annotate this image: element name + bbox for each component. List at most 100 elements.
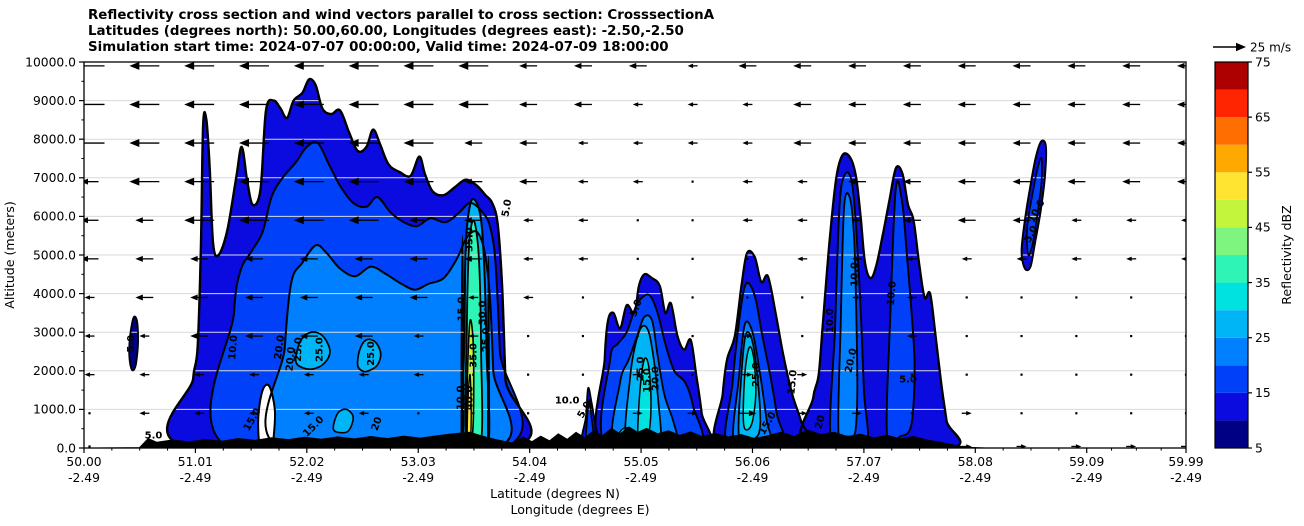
wind-vector	[742, 372, 753, 377]
wind-vector-head	[299, 333, 308, 340]
y-tick-label: 5000.0	[33, 248, 76, 262]
colorbar-tick-label: 5	[1255, 441, 1263, 455]
wind-vector	[902, 101, 921, 108]
wind-vector	[573, 101, 592, 108]
wind-vector-head	[628, 62, 637, 69]
wind-vector	[519, 140, 538, 147]
wind-vector-head	[293, 100, 304, 109]
plot-generated-layers: 5.05.010.015.020.020.025.0 25.015.025.020…	[25, 55, 1271, 485]
wind-vector-head	[84, 139, 85, 148]
wind-vector	[248, 444, 259, 448]
wind-vector-calm	[855, 373, 859, 376]
wind-vector	[902, 140, 921, 147]
wind-vector	[293, 100, 324, 109]
wind-vector-head	[303, 444, 310, 448]
wind-vector-head	[577, 140, 584, 146]
wind-vector-head	[848, 101, 856, 108]
wind-vector-head	[464, 140, 472, 147]
wind-vector	[742, 179, 753, 184]
y-tick-label: 7000.0	[33, 171, 76, 185]
wind-vector-head	[519, 101, 527, 108]
wind-vector-head	[692, 411, 698, 416]
wind-vector	[1016, 444, 1027, 448]
wind-vector	[632, 140, 643, 146]
contour-label: 25.0	[751, 362, 762, 387]
wind-vector	[1126, 444, 1137, 448]
wind-vector-head	[961, 256, 968, 262]
wind-vector	[793, 62, 812, 69]
wind-vector	[464, 255, 483, 262]
wind-vector-head	[348, 177, 359, 186]
wind-vector-head	[409, 217, 417, 224]
y-tick-label: 6000.0	[33, 210, 76, 224]
wind-vector-head	[856, 444, 863, 448]
colorbar-tick-label: 65	[1255, 110, 1271, 124]
wind-vector-calm	[472, 373, 475, 376]
wind-vector-head	[184, 177, 195, 186]
y-tick-label: 3000.0	[33, 326, 76, 340]
contour-outline-cell2-outer	[712, 249, 813, 448]
wind-vector-head	[413, 333, 419, 339]
wind-vector-head	[738, 62, 746, 69]
wind-vector	[523, 295, 534, 300]
chart-subtitle-latlon: Latitudes (degrees north): 50.00,60.00, …	[88, 24, 684, 39]
colorbar-tick-label: 35	[1255, 276, 1271, 290]
wind-vector	[1122, 178, 1141, 185]
wind-vector	[961, 444, 972, 448]
wind-vector	[797, 218, 808, 223]
wind-vector	[413, 372, 424, 377]
contour-region-sliver-right-inner	[1026, 157, 1042, 256]
wind-vector-calm	[636, 334, 639, 338]
wind-vector	[1122, 101, 1141, 108]
wind-vector-head	[403, 100, 414, 109]
wind-vector-head	[1126, 256, 1132, 262]
wind-vector-calm	[691, 334, 694, 338]
wind-vector-head	[348, 100, 359, 109]
wind-vector-calm	[527, 334, 530, 338]
wind-vector	[848, 178, 867, 185]
wind-vector-head	[801, 372, 808, 377]
colorbar-tick-label: 75	[1255, 55, 1271, 69]
contour-label: 20.0	[273, 334, 287, 360]
contour-label: 15.0	[457, 297, 468, 322]
colorbar-tick-label: 45	[1255, 221, 1271, 235]
wind-vector-calm	[1020, 296, 1023, 299]
wind-legend-label: 25 m/s	[1250, 41, 1291, 55]
wind-vector-head	[238, 62, 249, 70]
x-tick-label-lat: 53.03	[401, 455, 436, 469]
wind-vector-calm	[965, 334, 968, 338]
y-axis: 0.0 1000.0 2000.0 3000.0 4000.0 5000.0 6000.0 7…	[25, 55, 84, 455]
wind-vector	[299, 294, 318, 301]
wind-vector	[906, 444, 917, 448]
wind-vector-head	[902, 62, 911, 69]
wind-vector-head	[902, 217, 911, 224]
wind-vector	[1177, 140, 1186, 147]
wind-vector	[238, 139, 269, 148]
wind-vector	[687, 102, 698, 107]
wind-vector-calm	[1020, 373, 1023, 376]
wind-vector	[458, 62, 489, 70]
y-axis-label: Altitude (meters)	[2, 201, 17, 308]
wind-vector-head	[573, 101, 582, 108]
wind-vector-head	[519, 62, 527, 69]
contour-outline-main-outer	[165, 77, 533, 448]
wind-vector-calm	[746, 257, 749, 260]
terrain-profile	[84, 426, 1186, 448]
contour-outline-cell2-core	[737, 331, 762, 445]
wind-vector-head	[403, 62, 414, 70]
contour-label: 25.0	[366, 341, 377, 366]
wind-vector-head	[194, 444, 200, 448]
wind-vector-head	[957, 101, 966, 108]
wind-vector	[519, 101, 538, 108]
wind-vector	[184, 177, 215, 186]
contour-label: 20.0	[285, 346, 298, 372]
wind-vector-head	[84, 178, 89, 185]
wind-vector-head	[852, 218, 858, 223]
contour-label: 10.0	[227, 335, 240, 361]
wind-vector	[190, 255, 209, 262]
terrain-layer	[84, 426, 1186, 448]
wind-vector	[957, 62, 976, 69]
wind-vector-head	[358, 372, 365, 377]
wind-vector	[244, 333, 263, 340]
wind-vector	[1071, 444, 1082, 448]
